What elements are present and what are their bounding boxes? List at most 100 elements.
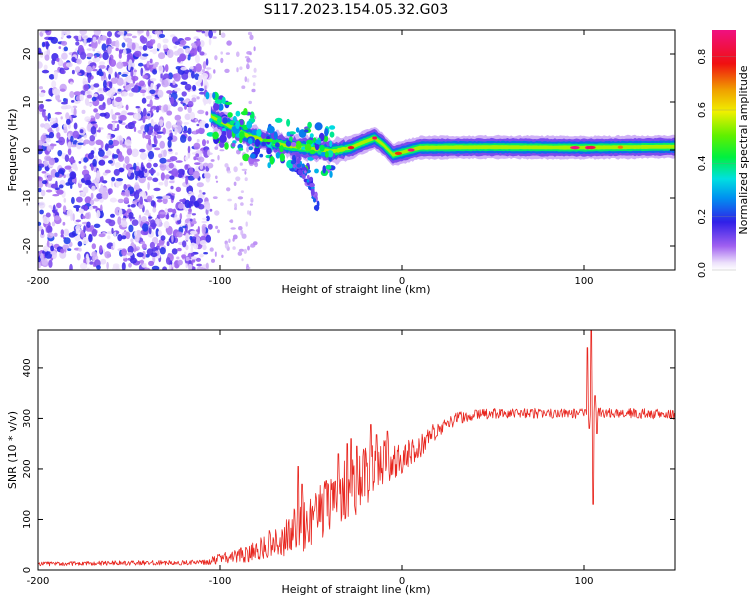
spectrogram-noise-cell (87, 37, 91, 43)
spectrogram-noise-cell (206, 204, 210, 210)
spectrogram-scatter-cell (304, 129, 309, 133)
spectrogram-noise-cell (123, 78, 127, 87)
spectrogram-noise-cell (44, 251, 53, 259)
spectrogram-noise-cell (158, 181, 164, 186)
spectrogram-noise-cell (170, 185, 174, 190)
spectrogram-noise-cell (39, 86, 43, 90)
spectrogram-noise-cell (173, 73, 181, 82)
spectrogram-noise-cell (185, 176, 189, 185)
spectrogram-noise-cell (98, 64, 106, 69)
spectrogram-scatter-cell (285, 140, 292, 147)
spectrogram-noise-cell (146, 95, 153, 100)
spectrogram-noise-cell (201, 30, 206, 34)
spectrogram-scatter-cell (251, 129, 258, 136)
spectrogram-noise-cell (71, 106, 74, 114)
spectrogram-noise-cell (164, 174, 171, 180)
spectrogram-scatter-cell (235, 120, 240, 129)
spectrogram-noise-cell (172, 217, 181, 221)
snr-y-tick-label: 300 (22, 409, 33, 428)
spectrogram-noise-cell (72, 130, 80, 139)
spectrogram-noise-cell (202, 139, 206, 147)
spectrogram-noise-cell (131, 42, 136, 50)
spectrogram-noise-cell (110, 213, 115, 218)
spectrogram-noise-cell (71, 56, 76, 63)
spectrogram-noise-cell (158, 153, 163, 159)
spectrogram-noise-cell (101, 43, 107, 51)
spectrogram-scatter-cell (229, 120, 235, 125)
spectrogram-noise-cell (240, 229, 244, 236)
spectrogram-noise-cell (80, 262, 88, 270)
spectrogram-noise-cell (102, 52, 109, 61)
spectrogram-noise-cell (164, 178, 169, 187)
spectrogram-noise-cell (53, 71, 58, 80)
spectrogram-noise-cell (69, 91, 75, 98)
spectrogram-scatter-cell (214, 99, 223, 104)
spectrogram-noise-cell (43, 122, 51, 130)
spectrogram-noise-cell (224, 243, 229, 249)
spectrogram-noise-cell (40, 134, 47, 143)
spectrogram-noise-cell (250, 197, 254, 203)
spectrogram-noise-cell (91, 228, 98, 237)
spectrogram-scatter-cell (316, 200, 320, 208)
spectrogram-noise-cell (117, 88, 122, 92)
spectrogram-noise-cell (86, 53, 94, 58)
spectrogram-scatter-cell (304, 170, 307, 174)
spectrogram-scatter-cell (325, 151, 329, 158)
spectrogram-noise-cell (167, 136, 173, 141)
spectrogram-noise-cell (83, 84, 89, 92)
spectrogram-scatter-cell (310, 188, 315, 196)
spectrogram-scatter-cell (275, 152, 281, 159)
spectrogram-noise-cell (249, 203, 253, 206)
spectrogram-scatter-cell (209, 118, 213, 123)
spectrogram-scatter-cell (309, 176, 314, 182)
spectrogram-noise-cell (93, 93, 98, 98)
spectrogram-noise-cell (189, 236, 193, 240)
spectrogram-noise-cell (228, 238, 231, 243)
spectrogram-noise-cell (191, 94, 197, 99)
spectrogram-noise-cell (180, 81, 188, 85)
spectrogram-noise-cell (141, 167, 145, 172)
spectrogram-noise-cell (197, 197, 204, 204)
spectrogram-noise-cell (198, 203, 205, 210)
spectrogram-noise-cell (198, 127, 205, 135)
spectrogram-noise-cell (69, 263, 73, 270)
spectrogram-noise-cell (184, 37, 191, 41)
spectrogram-noise-cell (100, 159, 105, 166)
spectrogram-noise-cell (40, 229, 45, 236)
spectrogram-noise-cell (71, 69, 75, 75)
spectrogram-scatter-cell (212, 131, 219, 140)
spectrogram-noise-cell (245, 221, 248, 227)
spectrogram-noise-cell (199, 240, 207, 246)
spectrogram-x-tick-label: 0 (399, 276, 405, 287)
spectrogram-noise-cell (41, 41, 46, 48)
spectrogram-noise-cell (57, 150, 63, 157)
spectrogram-noise-cell (92, 57, 100, 63)
spectrogram-noise-cell (134, 234, 140, 243)
spectrogram-noise-cell (78, 208, 85, 214)
spectrogram-noise-cell (65, 62, 73, 68)
spectrogram-noise-cell (61, 30, 65, 39)
spectrogram-noise-cell (126, 147, 133, 156)
spectrogram-noise-cell (92, 36, 97, 43)
spectrogram-noise-cell (41, 110, 46, 118)
spectrogram-noise-cell (185, 256, 190, 262)
spectrogram-noise-cell (93, 30, 101, 36)
spectrogram-scatter-cell (286, 118, 291, 127)
spectrogram-noise-cell (61, 40, 68, 46)
spectrogram-scatter-cell (231, 142, 236, 148)
spectrogram-noise-cell (152, 108, 155, 112)
spectrogram-noise-cell (146, 142, 153, 151)
spectrogram-noise-cell (187, 54, 191, 61)
spectrogram-noise-cell (249, 59, 253, 63)
spectrogram-noise-cell (159, 119, 164, 127)
spectrogram-noise-cell (64, 30, 71, 36)
spectrogram-noise-cell (62, 244, 70, 250)
spectrogram-noise-cell (179, 213, 183, 220)
spectrogram-noise-cell (69, 171, 77, 180)
spectrogram-noise-cell (54, 111, 62, 115)
spectrogram-noise-cell (196, 123, 200, 127)
spectrogram-noise-cell (188, 208, 192, 213)
spectrogram-noise-cell (133, 50, 142, 58)
spectrogram-noise-cell (133, 112, 142, 121)
